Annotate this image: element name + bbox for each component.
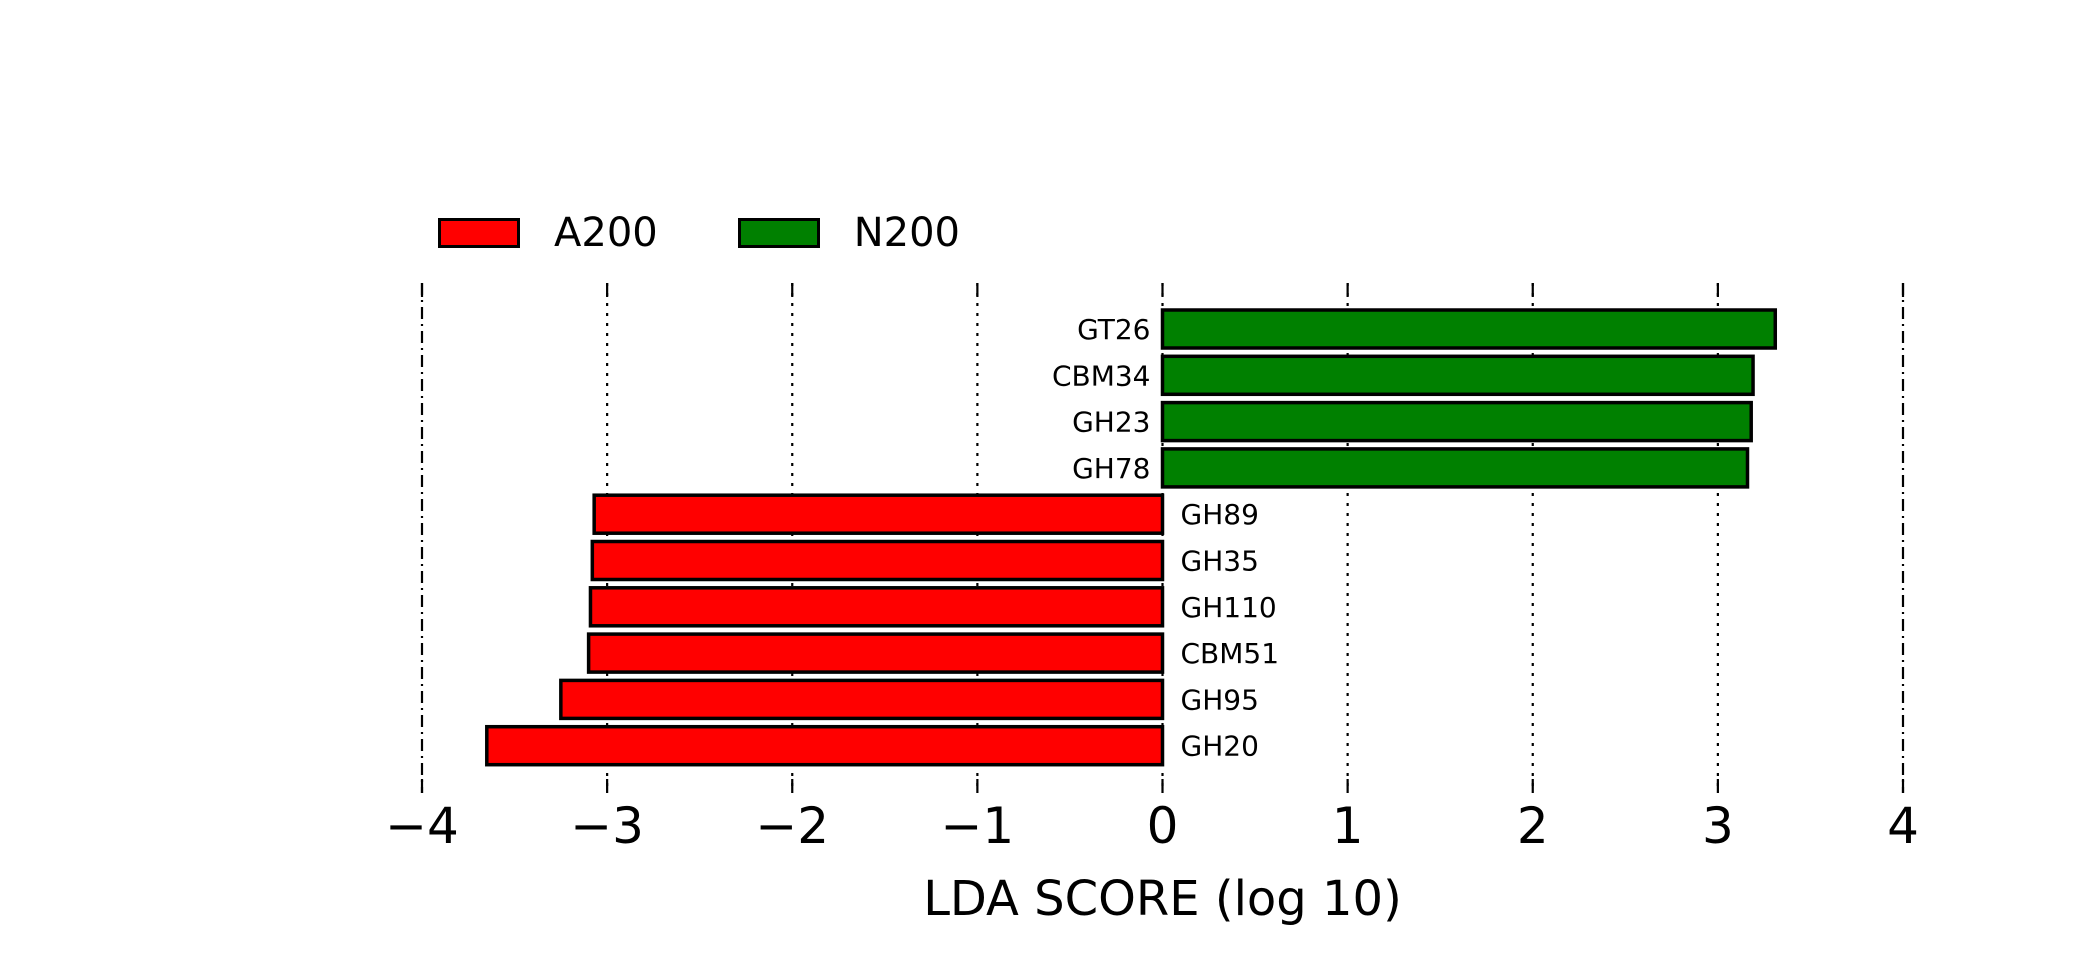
bar-gh23	[1160, 400, 1753, 443]
x-tick-label: 3	[1702, 797, 1734, 855]
x-tick-label: −4	[385, 797, 459, 855]
bar-label: GH89	[1181, 498, 1259, 531]
bar-label: GH20	[1181, 730, 1259, 763]
legend-swatch-n200	[737, 218, 820, 248]
legend-item-n200: N200	[737, 210, 960, 256]
legend-label-a200: A200	[554, 210, 658, 256]
x-axis-label: LDA SCORE (log 10)	[923, 871, 1402, 927]
bar-gt26	[1160, 308, 1778, 350]
x-tick-label: 4	[1887, 797, 1919, 855]
bar-label: CBM34	[1052, 359, 1151, 392]
x-tick-label: −1	[941, 797, 1015, 855]
bar-label: CBM51	[1181, 637, 1280, 670]
bar-gh110	[588, 586, 1165, 628]
bar-label: GT26	[1077, 313, 1150, 346]
legend-swatch-a200	[438, 218, 520, 248]
legend-label-n200: N200	[853, 210, 960, 256]
bar-label: GH95	[1181, 683, 1259, 716]
bar-label: GH78	[1072, 452, 1150, 485]
bar-gh35	[590, 539, 1165, 582]
x-tick-label: 1	[1332, 797, 1364, 855]
bar-label: GH110	[1181, 591, 1277, 624]
x-tick-label: 2	[1517, 797, 1549, 855]
bar-gh95	[559, 678, 1165, 721]
bar-gh20	[485, 724, 1165, 767]
bar-label: GH35	[1181, 545, 1259, 578]
legend: A200 N200	[438, 210, 1040, 256]
bar-cbm34	[1160, 354, 1755, 397]
bar-gh78	[1160, 447, 1750, 489]
bar-cbm51	[586, 632, 1165, 674]
x-tick-label: −3	[570, 797, 644, 855]
bar-gh89	[592, 493, 1165, 535]
legend-item-a200: A200	[438, 210, 658, 256]
x-tick-label: −2	[755, 797, 829, 855]
bar-label: GH23	[1072, 406, 1150, 439]
x-tick-label: 0	[1147, 797, 1179, 855]
